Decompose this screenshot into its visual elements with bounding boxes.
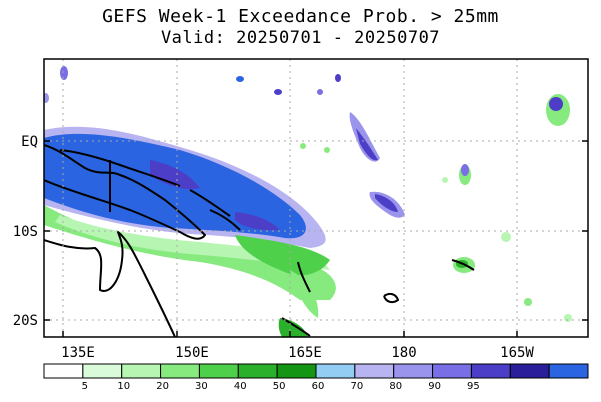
lon-label-165w: 165W <box>500 345 534 361</box>
band-dark-core-1 <box>150 160 200 190</box>
colorbar-swatch <box>470 363 511 379</box>
lat-label-10s: 10S <box>13 224 38 240</box>
colorbar-swatch <box>121 363 162 379</box>
colorbar-tick-label: 50 <box>273 381 286 392</box>
colorbar-swatch <box>43 363 84 379</box>
cell-ne-1-core <box>549 97 563 111</box>
colorbar-tick-label: 60 <box>312 381 325 392</box>
cell-n-small-2 <box>324 147 330 153</box>
colorbar-swatch <box>276 363 317 379</box>
map-frame <box>43 58 589 338</box>
cell-se-3 <box>564 314 572 322</box>
coast-new-guinea <box>44 144 206 240</box>
coast-new-guinea-north <box>59 149 181 187</box>
colorbar-swatch <box>237 363 278 379</box>
axis-ticks <box>44 140 588 337</box>
cell-w <box>44 93 49 103</box>
lon-label-180: 180 <box>391 345 416 361</box>
lat-label-20s: 20S <box>13 313 38 329</box>
colorbar-swatch <box>393 363 434 379</box>
cell-e-green <box>501 232 511 242</box>
colorbar-swatch <box>432 363 472 379</box>
lon-label-150e: 150E <box>175 345 209 361</box>
colorbar-tick-label: 5 <box>82 381 88 392</box>
colorbar-swatch <box>315 363 356 379</box>
colorbar-tick-label: 10 <box>117 381 130 392</box>
coast-solomons-1 <box>189 189 231 217</box>
band-green-tail <box>290 270 319 318</box>
cell-north-1 <box>236 76 244 82</box>
lon-label-165e: 165E <box>288 345 322 361</box>
cell-north-3 <box>335 74 341 82</box>
cell-east-blob-core <box>375 194 398 212</box>
colorbar-tick-label: 70 <box>350 381 363 392</box>
cell-se-2 <box>524 298 532 306</box>
coast-australia <box>44 231 176 337</box>
axis-labels: EQ 10S 20S 135E 150E 165E 180 165W <box>13 134 535 361</box>
coast-fiji-1 <box>383 292 399 304</box>
colorbar-tick-label: 80 <box>389 381 402 392</box>
gridlines <box>44 59 588 337</box>
colorbar-swatch <box>160 363 200 379</box>
map-title: GEFS Week-1 Exceedance Prob. > 25mm <box>102 6 499 27</box>
colorbar-swatch <box>198 363 239 379</box>
probability-field <box>44 66 572 337</box>
coast-fiji-2 <box>451 259 475 271</box>
coast-vanuatu <box>297 261 311 293</box>
cell-nw <box>60 66 68 80</box>
colorbar-swatch <box>354 363 395 379</box>
lat-label-eq: EQ <box>21 134 38 150</box>
colorbar-tick-label: 30 <box>195 381 208 392</box>
colorbar: 5 10 20 30 40 50 60 70 80 90 95 <box>43 363 589 392</box>
band-dark-core-2 <box>235 212 280 231</box>
lon-label-135e: 135E <box>61 345 95 361</box>
cell-central-streak <box>349 112 380 162</box>
colorbar-swatch <box>509 363 550 379</box>
cell-ne-2-core <box>461 164 469 176</box>
map-subtitle: Valid: 20250701 - 20250707 <box>160 28 441 48</box>
cell-central-streak-core <box>356 128 378 161</box>
cell-e-small <box>442 177 448 183</box>
cell-north-2 <box>274 89 282 95</box>
band-green-south <box>235 235 330 276</box>
coast-solomons-2 <box>209 209 241 231</box>
colorbar-swatch <box>548 363 589 379</box>
band-green-lower <box>278 318 308 337</box>
colorbar-tick-label: 95 <box>467 381 480 392</box>
colorbar-swatch <box>82 363 123 379</box>
colorbar-tick-label: 40 <box>234 381 247 392</box>
colorbar-tick-label: 20 <box>156 381 169 392</box>
colorbar-tick-label: 90 <box>428 381 441 392</box>
cell-north-4 <box>317 89 323 95</box>
cell-n-small <box>300 143 306 149</box>
